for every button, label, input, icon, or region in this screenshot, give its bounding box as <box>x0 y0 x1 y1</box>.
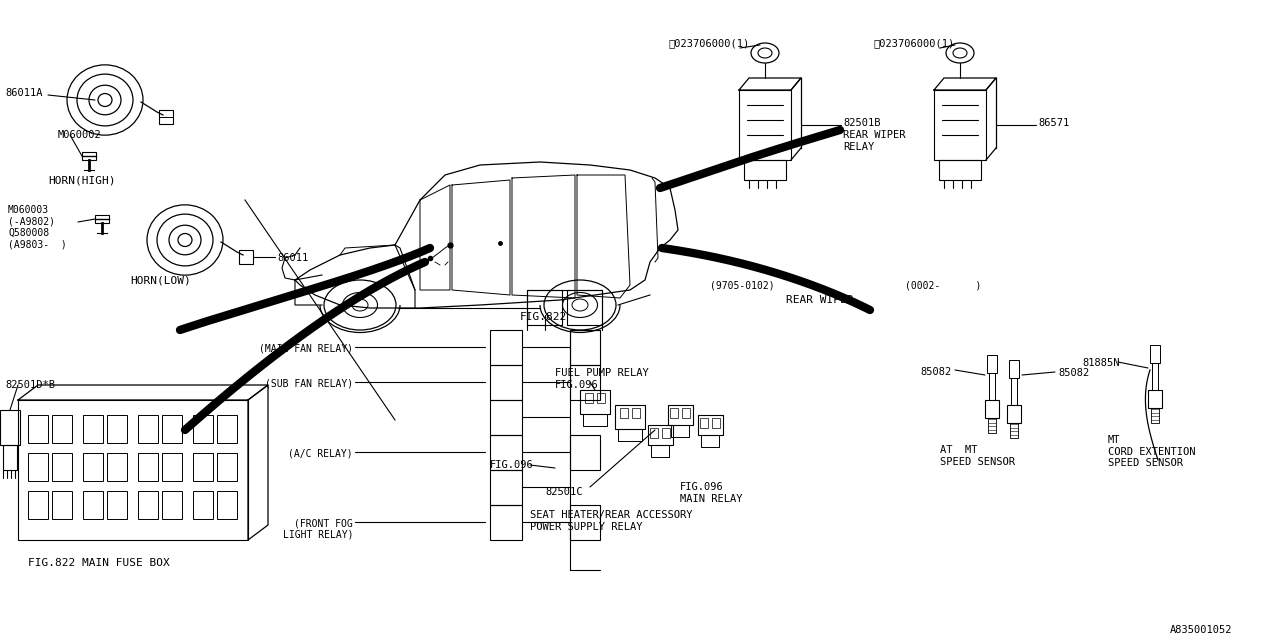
Text: 86011A: 86011A <box>5 88 42 98</box>
Text: (9705-0102): (9705-0102) <box>710 280 774 290</box>
Bar <box>739 90 791 160</box>
Bar <box>0 410 20 445</box>
Bar <box>987 355 997 373</box>
Bar <box>83 415 102 443</box>
Bar <box>28 491 49 519</box>
Text: 81885N: 81885N <box>1083 358 1120 368</box>
Bar <box>712 418 721 428</box>
Bar <box>138 415 157 443</box>
Bar <box>527 290 562 325</box>
Bar <box>1149 345 1160 363</box>
Bar <box>159 110 173 124</box>
Bar <box>570 435 600 470</box>
Bar <box>940 160 980 180</box>
Text: HORN(LOW): HORN(LOW) <box>131 275 191 285</box>
Bar <box>620 408 628 418</box>
Text: M060002: M060002 <box>58 130 101 140</box>
Bar <box>1009 360 1019 378</box>
Bar <box>218 453 237 481</box>
Bar <box>28 415 49 443</box>
Text: REAR WIPER
RELAY: REAR WIPER RELAY <box>844 130 905 152</box>
Text: FIG.822 MAIN FUSE BOX: FIG.822 MAIN FUSE BOX <box>28 558 170 568</box>
Bar <box>650 428 658 438</box>
Bar <box>490 330 522 365</box>
Bar <box>490 470 522 505</box>
Bar <box>986 400 998 418</box>
Text: 86571: 86571 <box>1038 118 1069 128</box>
Bar <box>570 505 600 540</box>
Bar <box>138 491 157 519</box>
Bar <box>570 365 600 400</box>
Text: (FRONT FOG
LIGHT RELAY): (FRONT FOG LIGHT RELAY) <box>283 518 353 540</box>
Bar <box>1148 390 1162 408</box>
Bar <box>700 418 708 428</box>
Bar <box>239 250 253 264</box>
Text: REAR WIPER: REAR WIPER <box>786 295 854 305</box>
Text: 85082: 85082 <box>920 367 951 377</box>
Bar <box>614 405 645 429</box>
Bar <box>668 405 692 425</box>
Bar <box>95 215 109 223</box>
Bar <box>108 415 127 443</box>
Text: FUEL PUMP RELAY
FIG.096: FUEL PUMP RELAY FIG.096 <box>556 368 649 390</box>
Bar <box>163 453 182 481</box>
Bar <box>218 415 237 443</box>
Bar <box>83 491 102 519</box>
Bar <box>567 290 602 325</box>
Bar <box>52 491 72 519</box>
Bar <box>218 491 237 519</box>
Bar <box>108 453 127 481</box>
Text: (A/C RELAY): (A/C RELAY) <box>288 448 353 458</box>
Bar <box>490 435 522 470</box>
Text: (MAIN FAN RELAY): (MAIN FAN RELAY) <box>259 343 353 353</box>
Bar <box>138 453 157 481</box>
Bar <box>490 505 522 540</box>
Text: AT  MT
SPEED SENSOR: AT MT SPEED SENSOR <box>940 445 1015 467</box>
Text: HORN(HIGH): HORN(HIGH) <box>49 175 115 185</box>
Bar <box>28 453 49 481</box>
Text: FIG.096
MAIN RELAY: FIG.096 MAIN RELAY <box>680 482 742 504</box>
Text: 82501B: 82501B <box>844 118 881 128</box>
Bar <box>662 428 669 438</box>
Text: Ⓝ023706000(1): Ⓝ023706000(1) <box>668 38 749 48</box>
Text: 85082: 85082 <box>1059 368 1089 378</box>
Text: MT
CORD EXTENTION
SPEED SENSOR: MT CORD EXTENTION SPEED SENSOR <box>1108 435 1196 468</box>
Text: FIG.096: FIG.096 <box>490 460 534 470</box>
Bar <box>82 152 96 160</box>
Text: SEAT HEATER/REAR ACCESSORY
POWER SUPPLY RELAY: SEAT HEATER/REAR ACCESSORY POWER SUPPLY … <box>530 510 692 532</box>
Bar <box>193 453 212 481</box>
Bar <box>18 400 248 540</box>
Bar <box>1007 405 1021 423</box>
Bar <box>108 491 127 519</box>
Text: (SUB FAN RELAY): (SUB FAN RELAY) <box>265 378 353 388</box>
Bar <box>632 408 640 418</box>
Bar <box>669 408 678 418</box>
Text: 86011: 86011 <box>276 253 308 263</box>
Bar <box>163 415 182 443</box>
Text: 82501D*B: 82501D*B <box>5 380 55 390</box>
Text: Ⓝ023706000(1): Ⓝ023706000(1) <box>873 38 955 48</box>
Bar <box>3 445 17 470</box>
Bar <box>193 415 212 443</box>
Bar <box>648 425 673 445</box>
Bar <box>934 90 986 160</box>
Bar <box>580 390 611 414</box>
Bar <box>163 491 182 519</box>
Bar <box>585 393 593 403</box>
Bar <box>490 365 522 400</box>
Text: A835001052: A835001052 <box>1170 625 1233 635</box>
Text: (0002-      ): (0002- ) <box>905 280 982 290</box>
Text: M060003
(-A9802)
Q580008
(A9803-  ): M060003 (-A9802) Q580008 (A9803- ) <box>8 205 67 250</box>
Bar <box>570 330 600 365</box>
Bar <box>52 415 72 443</box>
Bar <box>698 415 723 435</box>
Bar <box>83 453 102 481</box>
Bar <box>193 491 212 519</box>
Bar <box>52 453 72 481</box>
Text: FIG.822: FIG.822 <box>520 312 567 322</box>
Text: 82501C: 82501C <box>545 487 582 497</box>
Bar <box>490 400 522 435</box>
Bar <box>682 408 690 418</box>
Bar <box>744 160 786 180</box>
Bar <box>596 393 605 403</box>
